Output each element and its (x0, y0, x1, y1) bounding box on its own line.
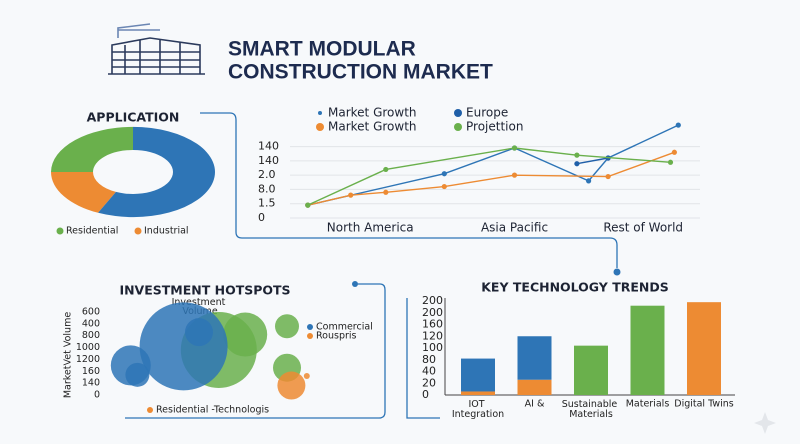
y-tick-label: 600 (82, 307, 100, 318)
point (605, 173, 611, 180)
y-tick-label: 8.0 (258, 182, 276, 195)
y-tick-label: 0 (422, 388, 429, 401)
y-tick-label: 140 (82, 378, 100, 389)
legend-label: Rouspris (316, 331, 357, 342)
y-tick-label: 120 (422, 329, 443, 342)
x-tick-label: North America (327, 221, 414, 235)
point (675, 122, 681, 128)
x-tick-label: Materials (626, 399, 670, 410)
sparkle (754, 412, 776, 434)
line (576, 157, 609, 165)
bar-segment (574, 345, 608, 395)
point (511, 172, 518, 178)
y-tick-label: 2.0 (258, 168, 276, 181)
legend-label: Market Growth (328, 106, 417, 120)
y-tick-label: 1.5 (258, 197, 276, 210)
point (667, 159, 674, 165)
y-tick-label: 100 (422, 341, 443, 354)
y-axis-label: MarketVet Volume (63, 312, 74, 398)
bar-segment (461, 391, 495, 395)
legend-swatch (454, 109, 462, 117)
y-tick-label: 140 (258, 140, 279, 153)
legend-label: Residential (66, 226, 118, 237)
connectors (125, 112, 618, 419)
y-tick-label: 160 (422, 318, 443, 331)
title-line: CONSTRUCTION MARKET (228, 61, 493, 84)
legend-label: Industrial (144, 226, 189, 237)
bubble (303, 373, 310, 380)
bubble (185, 318, 213, 347)
x-tick-label: Asia Pacific (481, 221, 548, 235)
chart-title: KEY TECHNOLOGY TRENDS (481, 280, 668, 295)
legend-swatch (307, 324, 313, 330)
legend-swatch (147, 407, 153, 413)
point (441, 171, 447, 177)
legend-swatch (307, 333, 313, 339)
legend-label: Market Growth (328, 120, 417, 134)
y-tick-label: 1200 (76, 354, 100, 365)
y-tick-label: 20 (422, 376, 436, 389)
bar-segment (630, 305, 665, 395)
connector-dot (613, 268, 621, 276)
point (574, 152, 580, 158)
point (511, 145, 518, 151)
legend-swatch (318, 111, 322, 115)
point (305, 202, 311, 208)
legend-swatch (316, 123, 324, 131)
y-tick-label: 200 (422, 306, 443, 319)
bar-segment (687, 302, 721, 395)
point (441, 183, 447, 190)
x-tick-label: Sustainable Materials (562, 399, 621, 420)
x-tick-label: AI & (525, 399, 545, 410)
y-tick-label: 160 (82, 366, 100, 377)
donut-segment (51, 172, 116, 213)
y-tick-label: 40 (422, 365, 436, 378)
bar-segment (517, 379, 552, 395)
x-tick-label: Rest of World (603, 221, 683, 235)
building-icon (108, 23, 205, 75)
bar-segment (461, 358, 495, 392)
title-line: SMART MODULAR (228, 38, 416, 61)
bubble (223, 312, 268, 357)
y-tick-label: 140 (258, 154, 279, 167)
bubble (125, 362, 150, 387)
y-tick-label: 0 (94, 390, 100, 401)
line (307, 124, 679, 206)
x-tick-label: Digital Twins (674, 399, 733, 410)
bubble (277, 371, 306, 400)
bubble (275, 314, 299, 339)
legend-label: Projettion (466, 120, 523, 134)
donut-segment (51, 126, 133, 172)
bar-segment (517, 336, 552, 380)
point (383, 189, 389, 195)
point (383, 166, 389, 173)
bubble (139, 302, 228, 391)
y-tick-label: 80 (422, 353, 436, 366)
footnote: Residential -Technologis (156, 405, 269, 416)
chart-title: INVESTMENT HOTSPOTS (119, 283, 290, 298)
y-tick-label: 400 (82, 318, 100, 329)
legend-swatch (56, 227, 64, 235)
donut-segment (98, 126, 215, 218)
point (348, 192, 354, 198)
y-tick-label: 1000 (76, 342, 100, 353)
point (671, 149, 678, 155)
x-tick-label: IOT Integration (452, 399, 504, 420)
legend-swatch (134, 227, 142, 235)
y-tick-label: 800 (82, 330, 100, 341)
legend-swatch (454, 123, 462, 131)
point (574, 161, 580, 167)
legend-label: Europe (466, 106, 508, 120)
chart-title: APPLICATION (87, 110, 180, 125)
y-tick-label: 200 (422, 294, 443, 307)
connector-dot (352, 281, 358, 287)
point (586, 178, 592, 184)
legend-label: Commercial (316, 322, 373, 333)
y-tick-label: 0 (258, 211, 265, 224)
